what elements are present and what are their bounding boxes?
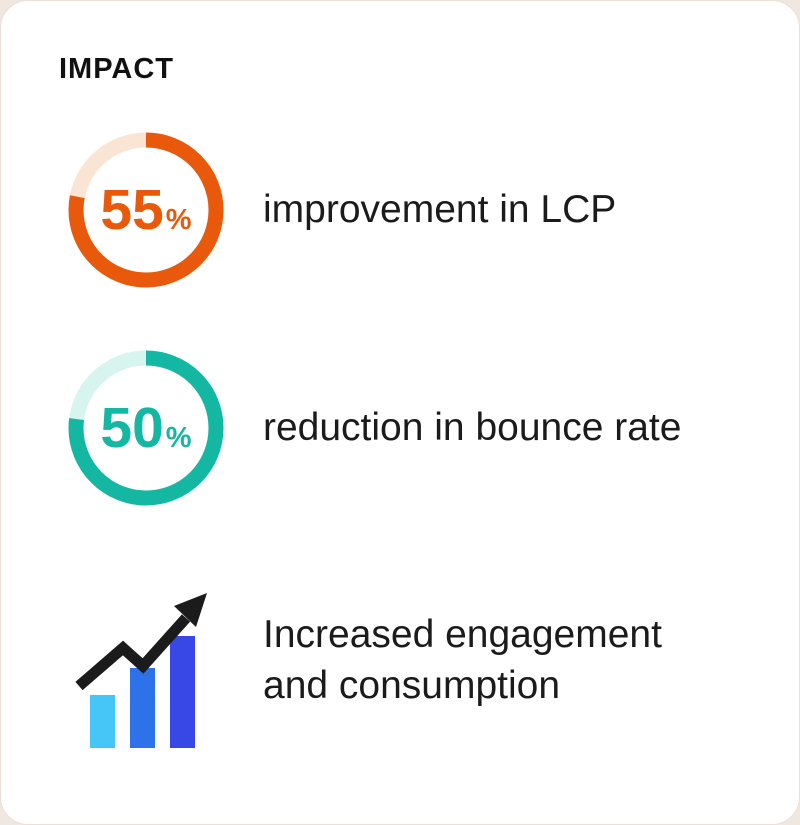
bar-tall-icon [170, 636, 195, 748]
stat-row-engagement: Increased engagement and consumption [59, 564, 741, 756]
stat-icon-column: 55 % [59, 124, 233, 296]
stat-icon-column: 50 % [59, 342, 233, 514]
donut-value-unit: % [165, 421, 192, 454]
trend-arrow-head-icon [174, 593, 207, 627]
section-heading: IMPACT [59, 53, 175, 85]
donut-value-number: 50 [100, 395, 164, 460]
stat-row-bounce-rate: 50 % reduction in bounce rate [59, 342, 741, 514]
bar-chart-trend-up-icon [75, 593, 207, 748]
donut-value: 55 % [60, 124, 232, 296]
donut-ring-icon [68, 132, 224, 288]
stat-icon-column [59, 564, 233, 756]
donut-chart-bounce: 50 % [60, 342, 232, 514]
donut-ring-icon [68, 350, 224, 506]
donut-value-unit: % [165, 203, 192, 236]
stat-row-lcp: 55 % improvement in LCP [59, 124, 741, 296]
stat-label-bounce-rate: reduction in bounce rate [263, 406, 682, 450]
bar-medium-icon [130, 668, 155, 748]
stat-label-engagement: Increased engagement and consumption [263, 612, 662, 707]
trend-arrow-line-icon [75, 614, 191, 691]
donut-value: 50 % [60, 342, 232, 514]
stat-label-lcp: improvement in LCP [263, 188, 617, 232]
bar-small-icon [90, 695, 115, 748]
donut-chart-lcp: 55 % [60, 124, 232, 296]
donut-value-number: 55 [100, 177, 164, 242]
